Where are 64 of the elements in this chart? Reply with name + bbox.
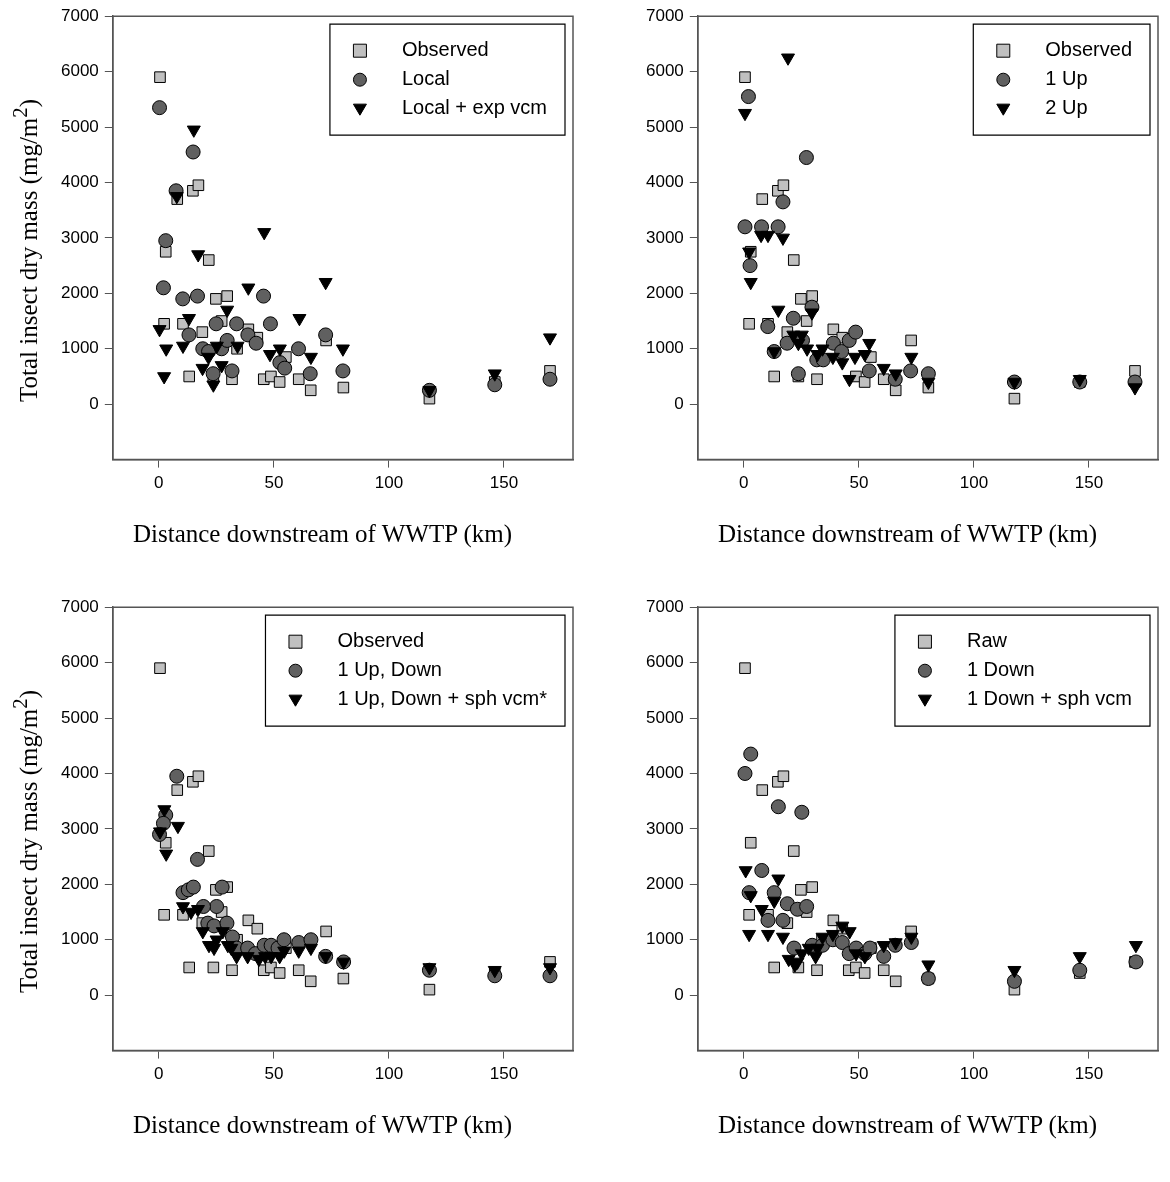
y-tick-label: 4000	[60, 763, 99, 783]
legend-label: 1 Down	[966, 658, 1035, 681]
legend-label: 2 Up	[1045, 96, 1088, 119]
x-tick-label: 150	[489, 473, 519, 493]
y-tick-label: 5000	[645, 116, 684, 136]
y-tick-label: 3000	[60, 818, 99, 838]
y-tick-label: 7000	[645, 596, 684, 616]
y-tick-label: 3000	[60, 227, 99, 247]
legend-label: 1 Up, Down + sph vcm*	[337, 687, 548, 710]
y-tick-label: 5000	[60, 707, 99, 727]
legend-label: Raw	[966, 629, 1008, 652]
x-tick-label: 50	[849, 473, 869, 493]
y-tick-label: 1000	[645, 338, 684, 358]
x-tick-label: 100	[374, 473, 404, 493]
y-tick-label: 0	[674, 393, 684, 413]
y-tick-label: 6000	[645, 652, 684, 672]
legend-label: 1 Down + sph vcm	[966, 687, 1133, 710]
x-axis-title: Distance downstream of WWTP (km)	[716, 1111, 1099, 1139]
x-tick-label: 100	[959, 473, 989, 493]
x-tick-label: 150	[1074, 1064, 1104, 1084]
x-tick-label: 50	[849, 1064, 869, 1084]
y-tick-label: 4000	[60, 172, 99, 192]
x-tick-label: 100	[374, 1064, 404, 1084]
y-tick-label: 4000	[645, 172, 684, 192]
legend-label: Observed	[401, 38, 489, 61]
x-tick-label: 0	[154, 473, 164, 493]
y-tick-label: 7000	[60, 596, 99, 616]
y-tick-label: 6000	[645, 61, 684, 81]
y-tick-label: 1000	[645, 929, 684, 949]
x-tick-label: 0	[154, 1064, 164, 1084]
x-tick-label: 0	[739, 1064, 749, 1084]
legend-label: Local	[401, 67, 450, 90]
x-axis-title: Distance downstream of WWTP (km)	[131, 1111, 514, 1139]
y-tick-label: 2000	[645, 283, 684, 303]
y-tick-label: 6000	[60, 61, 99, 81]
y-tick-label: 1000	[60, 338, 99, 358]
y-tick-label: 2000	[60, 874, 99, 894]
x-tick-label: 100	[959, 1064, 989, 1084]
x-tick-label: 150	[489, 1064, 519, 1084]
x-axis-title: Distance downstream of WWTP (km)	[131, 520, 514, 548]
y-tick-label: 2000	[645, 874, 684, 894]
x-tick-label: 50	[264, 1064, 284, 1084]
y-tick-label: 5000	[645, 707, 684, 727]
y-tick-label: 6000	[60, 652, 99, 672]
y-tick-label: 0	[89, 984, 99, 1004]
y-tick-label: 7000	[645, 5, 684, 25]
y-tick-label: 3000	[645, 818, 684, 838]
x-tick-label: 150	[1074, 473, 1104, 493]
legend-label: Local + exp vcm	[401, 96, 548, 119]
legend-label: 1 Up	[1045, 67, 1088, 90]
legend-label: Observed	[337, 629, 425, 652]
y-tick-label: 7000	[60, 5, 99, 25]
y-tick-label: 4000	[645, 763, 684, 783]
x-tick-label: 50	[264, 473, 284, 493]
y-tick-label: 1000	[60, 929, 99, 949]
legend-label: 1 Up, Down	[337, 658, 442, 681]
y-tick-label: 0	[89, 393, 99, 413]
y-tick-label: 2000	[60, 283, 99, 303]
y-tick-label: 0	[674, 984, 684, 1004]
legend-label: Observed	[1045, 38, 1133, 61]
x-axis-title: Distance downstream of WWTP (km)	[716, 520, 1099, 548]
x-tick-label: 0	[739, 473, 749, 493]
y-tick-label: 5000	[60, 116, 99, 136]
y-tick-label: 3000	[645, 227, 684, 247]
